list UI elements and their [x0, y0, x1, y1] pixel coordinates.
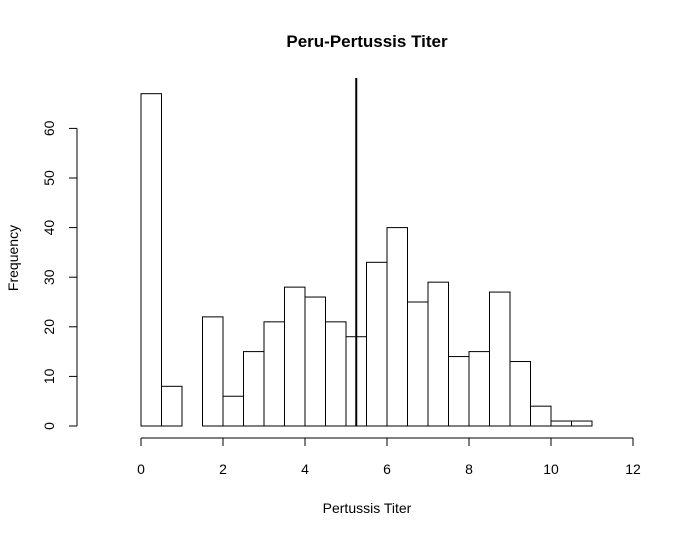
histogram-bar [427, 281, 449, 427]
y-tick-label: 30 [41, 269, 57, 285]
histogram-bar [571, 420, 593, 427]
y-tick-label: 20 [41, 319, 57, 335]
x-tick-label: 10 [543, 461, 559, 477]
histogram-bar [509, 361, 531, 427]
x-axis: 0 2 4 6 8 10 12 [137, 437, 641, 477]
y-axis-label: Frequency [5, 225, 21, 291]
x-tick-label: 12 [625, 461, 641, 477]
histogram-bar [386, 227, 408, 427]
histogram-bar [468, 351, 490, 427]
histogram-bar [161, 385, 183, 427]
y-tick-label: 50 [41, 170, 57, 186]
x-tick-label: 6 [383, 461, 391, 477]
bars-group [140, 93, 593, 427]
y-axis: 0 10 20 30 40 50 60 [41, 120, 78, 430]
x-tick-label: 8 [465, 461, 473, 477]
histogram-bar [530, 405, 552, 427]
histogram-bar [243, 351, 265, 427]
x-axis-label: Pertussis Titer [323, 500, 412, 516]
y-tick-label: 60 [41, 120, 57, 136]
histogram-bar [550, 420, 572, 427]
histogram-bar [304, 296, 326, 427]
histogram-bar [284, 286, 306, 427]
histogram-bar [222, 395, 244, 427]
x-tick-label: 2 [219, 461, 227, 477]
x-tick-label: 0 [137, 461, 145, 477]
histogram-bar [140, 93, 162, 427]
histogram-bar [325, 321, 347, 427]
y-tick-label: 40 [41, 220, 57, 236]
x-tick-label: 4 [301, 461, 309, 477]
histogram-bar [202, 316, 224, 427]
y-tick-label: 0 [41, 422, 57, 430]
histogram-bar [366, 261, 388, 427]
y-tick-label: 10 [41, 368, 57, 384]
histogram-bar [448, 356, 470, 427]
histogram-bar [407, 301, 429, 427]
histogram-bar [489, 291, 511, 427]
histogram-bar [263, 321, 285, 427]
chart-title: Peru-Pertussis Titer [286, 32, 448, 51]
